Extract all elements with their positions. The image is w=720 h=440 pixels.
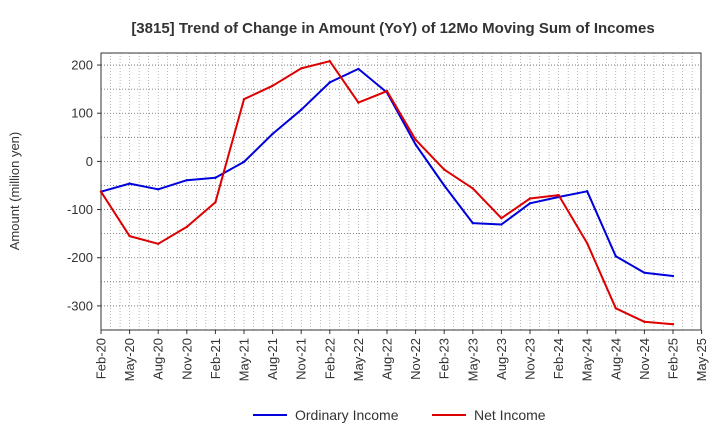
x-tick-label: May-25: [694, 338, 709, 381]
x-axis: Feb-20 May-20 Aug-20 Nov-20 Feb-21 May-21 Aug-…: [94, 330, 709, 381]
x-tick-label: Nov-20: [179, 338, 194, 380]
data-point: [471, 187, 474, 190]
grid: [101, 53, 701, 330]
x-tick-label: Aug-24: [608, 338, 623, 380]
x-tick-label: May-24: [580, 338, 595, 381]
data-point: [357, 67, 360, 71]
series-layer: [99, 59, 675, 326]
x-tick-label: Nov-23: [523, 338, 538, 380]
data-point: [528, 197, 532, 200]
x-tick-label: Nov-21: [294, 338, 309, 380]
data-point: [586, 242, 589, 245]
x-tick-label: Aug-21: [265, 338, 280, 380]
x-tick-label: May-20: [122, 338, 137, 381]
data-point: [643, 271, 646, 274]
y-tick-label: 100: [71, 106, 93, 121]
data-point: [242, 98, 246, 101]
data-point: [214, 176, 217, 179]
x-tick-label: Nov-24: [637, 338, 652, 380]
x-tick-label: Nov-22: [408, 338, 423, 380]
y-axis-label: Amount (million yen): [7, 132, 22, 251]
data-point: [300, 67, 303, 70]
data-point: [614, 307, 617, 310]
data-point: [214, 201, 217, 204]
data-point: [157, 242, 160, 245]
legend-label: Net Income: [474, 407, 546, 423]
legend-label: Ordinary Income: [295, 407, 399, 423]
data-point: [242, 160, 246, 164]
x-tick-label: Aug-22: [380, 338, 395, 380]
data-point: [357, 101, 360, 104]
y-tick-label: 0: [86, 154, 93, 169]
data-point: [300, 108, 303, 112]
data-point: [414, 143, 417, 146]
data-point: [671, 274, 675, 278]
data-point: [528, 202, 532, 205]
data-point: [443, 184, 446, 187]
data-point: [557, 193, 560, 197]
y-tick-label: -200: [67, 250, 93, 265]
data-point: [443, 168, 446, 171]
data-point: [128, 182, 131, 185]
x-tick-label: Feb-25: [666, 338, 681, 379]
data-point: [157, 188, 160, 191]
data-point: [586, 190, 589, 193]
legend: Ordinary Income Net Income: [253, 407, 546, 423]
data-point: [271, 132, 274, 136]
x-tick-label: Feb-20: [94, 338, 109, 379]
data-point: [500, 223, 503, 226]
data-point: [271, 84, 274, 87]
data-point: [385, 89, 389, 93]
y-tick-label: -100: [67, 202, 93, 217]
data-point: [414, 138, 417, 141]
data-point: [328, 59, 331, 63]
data-point: [99, 190, 103, 193]
data-point: [643, 320, 646, 324]
plot-frame: [100, 52, 702, 331]
data-point: [471, 221, 474, 225]
data-point: [128, 234, 131, 238]
data-point: [328, 81, 331, 84]
chart-title: [3815] Trend of Change in Amount (YoY) o…: [131, 20, 654, 37]
x-tick-label: Aug-23: [494, 338, 509, 380]
data-point: [185, 225, 188, 229]
data-point: [500, 217, 503, 220]
y-axis: -300 -200 -100 0 100 200: [67, 58, 101, 313]
x-tick-label: May-22: [351, 338, 366, 381]
data-point: [614, 255, 617, 258]
x-tick-label: Feb-24: [551, 338, 566, 379]
x-tick-label: Feb-21: [208, 338, 223, 379]
data-point: [185, 178, 188, 182]
y-tick-label: -300: [67, 298, 93, 313]
x-tick-label: May-21: [237, 338, 252, 381]
data-point: [671, 323, 675, 326]
x-tick-label: Feb-22: [322, 338, 337, 379]
x-tick-label: May-23: [465, 338, 480, 381]
x-tick-label: Aug-20: [151, 338, 166, 380]
y-tick-label: 200: [71, 58, 93, 73]
x-tick-label: Feb-23: [437, 338, 452, 379]
